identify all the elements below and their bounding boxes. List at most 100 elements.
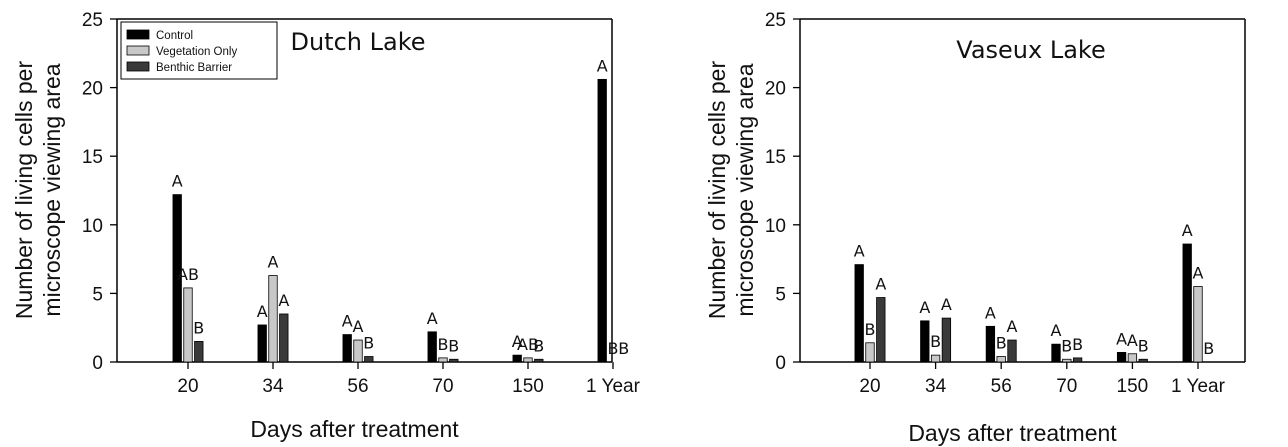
significance-label: B: [533, 336, 544, 355]
bar: [364, 356, 374, 363]
significance-label: A: [919, 298, 930, 317]
bar: [512, 354, 522, 363]
x-tick-label: 150: [1117, 376, 1149, 397]
y-axis-label: microscope viewing area: [732, 63, 758, 316]
x-axis-label: Days after treatment: [908, 420, 1117, 446]
bar: [1062, 358, 1072, 363]
chart-title: Vaseux Lake: [956, 36, 1105, 64]
legend-label: Benthic Barrier: [156, 62, 232, 74]
significance-label: B: [1072, 335, 1083, 354]
bar: [194, 341, 204, 363]
x-tick-label: 70: [432, 376, 453, 397]
significance-label: A: [1193, 264, 1204, 283]
significance-label: A: [257, 302, 268, 321]
significance-label: A: [1051, 321, 1062, 340]
x-tick-label: 20: [177, 376, 198, 397]
bar: [920, 320, 930, 363]
significance-label: B: [1061, 336, 1072, 355]
significance-label: B: [438, 335, 449, 354]
bar: [342, 334, 352, 363]
bar: [172, 194, 182, 363]
bar: [1072, 357, 1083, 363]
bar: [996, 356, 1006, 363]
bar: [1138, 358, 1148, 363]
bar: [1116, 351, 1127, 363]
significance-label: AB: [517, 335, 539, 354]
significance-label: B: [1203, 339, 1214, 358]
significance-label: A: [875, 275, 886, 294]
significance-label: A: [1182, 221, 1193, 240]
bar: [268, 275, 278, 363]
y-tick-label: 0: [775, 353, 786, 374]
x-tick-label: 150: [512, 376, 544, 397]
y-axis-label: Number of living cells per: [704, 61, 730, 320]
significance-label: B: [1138, 336, 1149, 355]
significance-label: A: [268, 253, 279, 272]
y-tick-label: 15: [765, 147, 786, 168]
x-tick-label: 34: [262, 376, 284, 397]
bar: [1007, 339, 1017, 363]
bar: [257, 324, 267, 363]
y-axis-label: Number of living cells per: [11, 61, 37, 320]
x-tick-label: 1 Year: [586, 376, 641, 397]
significance-label: A: [353, 317, 364, 336]
bar: [941, 317, 952, 363]
y-tick-label: 20: [82, 79, 103, 100]
significance-label: A: [985, 303, 996, 322]
significance-label: B: [618, 339, 629, 358]
x-tick-label: 20: [859, 376, 880, 397]
x-tick-label: 56: [991, 376, 1012, 397]
significance-label: B: [448, 336, 459, 355]
bar: [523, 357, 533, 363]
significance-label: A: [1116, 329, 1127, 348]
bar: [854, 264, 864, 363]
significance-label: B: [930, 332, 941, 351]
bar: [449, 358, 459, 363]
significance-label: A: [278, 291, 289, 310]
y-tick-label: 5: [775, 284, 786, 305]
significance-label: B: [363, 334, 374, 353]
bar: [597, 78, 607, 363]
bar: [865, 342, 875, 363]
legend: Control Vegetation Only Benthic Barrier: [120, 21, 278, 80]
significance-label: A: [854, 242, 865, 261]
bar: [1051, 343, 1061, 363]
significance-label: A: [427, 309, 438, 328]
bar: [1182, 243, 1192, 363]
legend-label: Vegetation Only: [156, 46, 237, 58]
significance-label: B: [608, 339, 619, 358]
y-tick-label: 20: [765, 79, 786, 100]
legend-swatch: [126, 45, 150, 56]
x-tick-label: 1 Year: [1171, 376, 1226, 397]
y-axis-label: microscope viewing area: [39, 63, 65, 316]
significance-label: A: [597, 56, 608, 75]
legend-label: Control: [156, 30, 193, 42]
bar: [876, 297, 886, 363]
bar: [1127, 353, 1138, 363]
bar: [985, 325, 996, 363]
bar: [930, 354, 941, 363]
bar: [534, 358, 544, 363]
significance-label: A: [172, 172, 183, 191]
y-tick-label: 15: [82, 147, 103, 168]
significance-label: A: [1007, 317, 1018, 336]
bar: [1193, 286, 1203, 363]
y-tick-label: 25: [82, 10, 103, 31]
bar: [279, 313, 289, 363]
x-tick-label: 34: [925, 376, 947, 397]
x-tick-label: 56: [347, 376, 368, 397]
bar: [427, 331, 437, 363]
y-tick-label: 25: [765, 10, 786, 31]
legend-swatch: [126, 61, 150, 72]
y-tick-label: 5: [92, 284, 103, 305]
significance-label: A: [512, 332, 523, 351]
significance-label: B: [996, 334, 1007, 353]
y-tick-label: 0: [92, 353, 103, 374]
significance-label: A: [1127, 331, 1138, 350]
bar: [353, 339, 363, 363]
legend-swatch: [126, 29, 150, 40]
significance-label: B: [865, 320, 876, 339]
